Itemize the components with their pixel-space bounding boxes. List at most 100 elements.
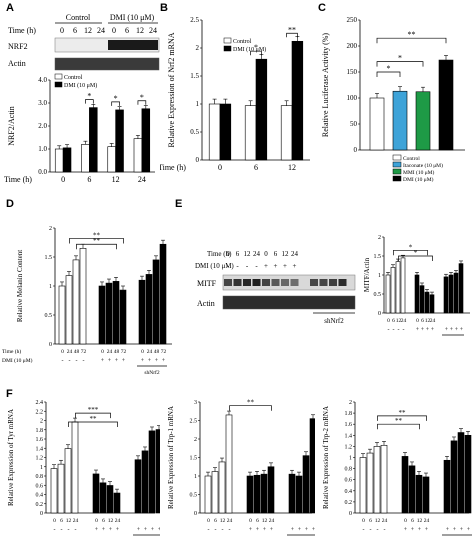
- significance-label: **: [247, 399, 255, 407]
- y-tick-label: 0: [194, 511, 197, 517]
- e-blot-label-actin: Actin: [197, 299, 215, 308]
- x-tick-label: 24: [147, 349, 153, 355]
- x-tick-label: 48: [74, 349, 80, 355]
- y-tick-label: 0.6: [345, 478, 353, 484]
- bar: [288, 473, 296, 514]
- treatment-sign: +: [460, 327, 464, 333]
- x-tick-label: 72: [161, 349, 167, 355]
- bar: [145, 274, 153, 345]
- y-tick-label: 0: [196, 156, 200, 164]
- chart-a: 0.0 1.0 2.0 3.0 4.0 NRF2/Actin 0 6 12 24 Time (h) C…: [4, 73, 155, 184]
- e-mitf-lane: [243, 279, 251, 286]
- blot-time-value: 24: [149, 26, 157, 35]
- panel-label-a: A: [6, 2, 14, 14]
- e-mitf-lane: [290, 279, 299, 286]
- y-tick-label: 0.8: [345, 467, 353, 473]
- bar: [438, 59, 454, 151]
- bar: [81, 144, 90, 173]
- treatment-sign: +: [115, 358, 119, 364]
- x-tick-label: 12: [417, 518, 423, 524]
- bar: [119, 289, 127, 345]
- x-tick-label: 6: [102, 518, 105, 524]
- treatment-sign: -: [377, 527, 379, 533]
- y-tick-label: 1.5: [190, 456, 198, 462]
- y-tick-label: 100: [347, 94, 358, 102]
- bar: [385, 274, 391, 314]
- y-tick-label: 3: [194, 400, 197, 406]
- bar: [443, 276, 449, 314]
- x-tick-label: 0: [416, 318, 419, 324]
- legend-label: Itaconate (10 μM): [403, 162, 443, 169]
- y-tick-label: 2.5: [190, 419, 198, 425]
- panel-e-blot: Time (h) DMI (10 μM) 0 6 12 24 0 6 12 24 - - - - + +…: [195, 250, 356, 325]
- y-tick-label: 2: [196, 44, 200, 52]
- e-shnrf2-label: shNrf2: [324, 317, 344, 325]
- legend-label: Control: [403, 156, 420, 162]
- significance-bracket: [76, 243, 117, 250]
- bar: [415, 91, 431, 151]
- e-mitf-lane: [281, 279, 289, 286]
- significance-label: *: [254, 43, 258, 52]
- treatment-sign: +: [95, 527, 99, 533]
- x-tick-label: 6: [256, 518, 259, 524]
- bar: [280, 105, 293, 161]
- x-tick-label: 24: [73, 518, 79, 524]
- bar: [107, 146, 116, 173]
- panel-label-e: E: [175, 198, 183, 210]
- y-tick-label: 0.8: [36, 474, 44, 480]
- bar: [211, 471, 219, 514]
- bar: [89, 107, 98, 173]
- bar: [295, 475, 303, 514]
- e-dmi-sign: -: [227, 262, 230, 270]
- x-tick-label: 0: [95, 518, 98, 524]
- y-tick-label: 2: [194, 437, 197, 443]
- y-tick-label: 0.2: [345, 500, 353, 506]
- y-tick-label: 2.2: [36, 409, 44, 415]
- treatment-sign: +: [450, 327, 454, 333]
- bar: [152, 259, 160, 345]
- legend-swatch: [392, 175, 402, 182]
- x-tick-label: 0: [218, 163, 222, 172]
- treatment-sign: +: [122, 358, 126, 364]
- y-axis-title: Relative Expression of Trp-1 mRNA: [167, 406, 175, 509]
- treatment-sign: +: [270, 527, 274, 533]
- e-dmi-sign: +: [293, 262, 297, 270]
- bar: [246, 475, 254, 514]
- y-tick-label: 1.2: [345, 444, 353, 450]
- significance-bracket: [111, 101, 120, 106]
- significance-label: *: [398, 54, 402, 63]
- bar: [369, 97, 385, 151]
- y-tick-label: 4.0: [38, 76, 47, 84]
- bar: [457, 432, 465, 514]
- e-time-value: 24: [291, 250, 299, 258]
- treatment-sign: -: [75, 527, 77, 533]
- panel-label-c: C: [318, 2, 326, 14]
- bar: [133, 138, 143, 173]
- e-blot-label-mitf: MITF: [197, 279, 217, 288]
- treatment-sign: -: [393, 327, 395, 333]
- x-tick-label: 12: [396, 318, 402, 324]
- legend-label: DMI (10 μM): [403, 176, 434, 183]
- y-tick-label: 1: [194, 474, 197, 480]
- bar: [415, 474, 423, 514]
- x-tick-label: 0: [387, 318, 390, 324]
- significance-label: ***: [88, 406, 99, 414]
- x-tick-label: 6: [392, 318, 395, 324]
- bar: [458, 263, 464, 314]
- bar: [58, 285, 66, 345]
- significance-label: **: [408, 30, 416, 39]
- treatment-sign: -: [83, 358, 85, 364]
- bar: [380, 444, 388, 514]
- legend-label-dmi: DMI (10 μM): [233, 46, 266, 53]
- y-axis-title: Relative Expression of Trp-2 mRNA: [322, 406, 330, 509]
- treatment-sign: +: [418, 527, 422, 533]
- x-tick-label: 12: [262, 518, 268, 524]
- treatment-sign: -: [208, 527, 210, 533]
- bar: [92, 473, 100, 514]
- y-tick-label: 50: [350, 120, 358, 128]
- bar: [138, 279, 146, 345]
- x-tick-label: 6: [87, 175, 91, 184]
- bar: [79, 247, 87, 345]
- x-tick-label: 6: [421, 318, 424, 324]
- significance-bracket: [85, 99, 94, 104]
